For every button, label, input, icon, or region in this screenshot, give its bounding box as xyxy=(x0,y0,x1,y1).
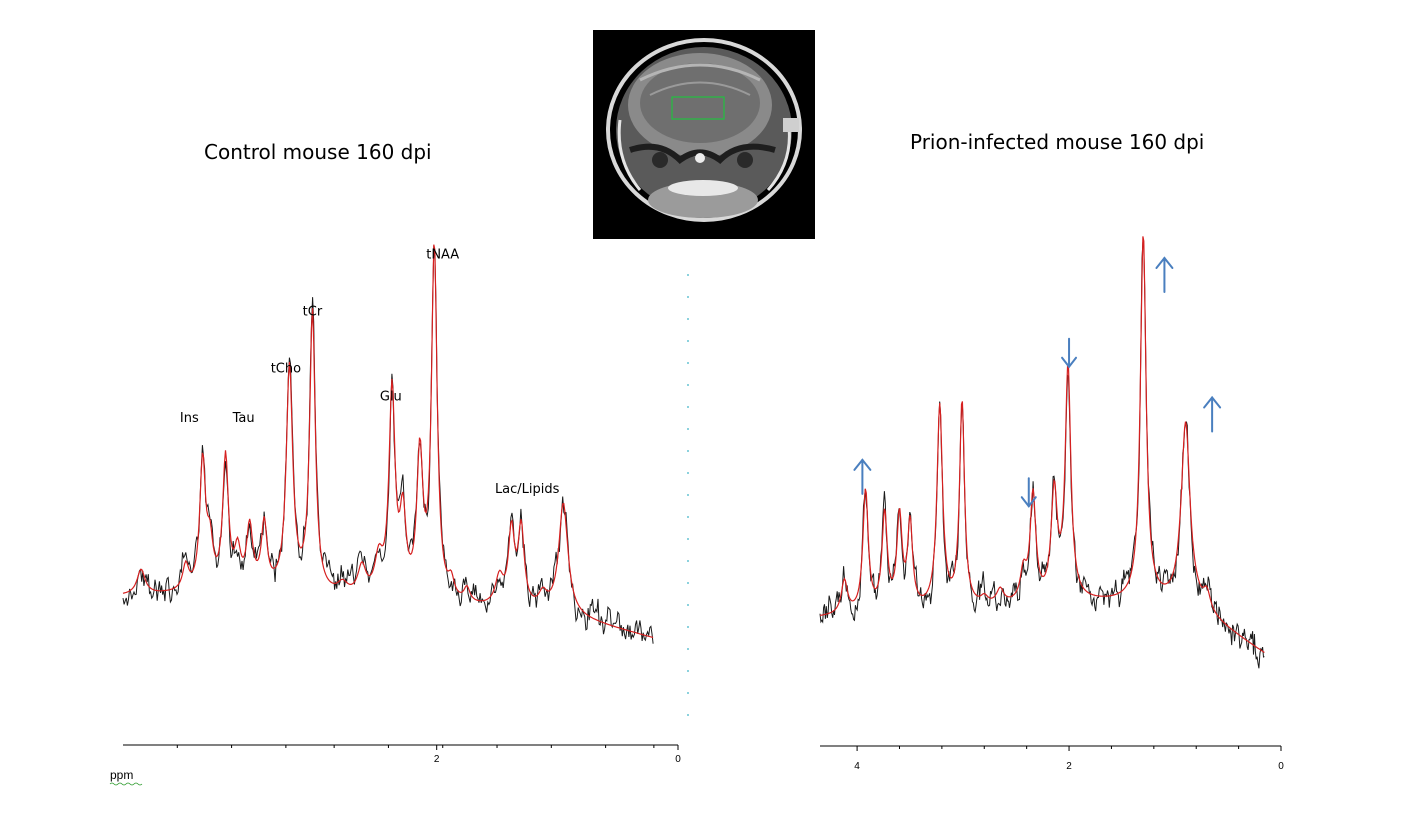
spellcheck-underline xyxy=(109,782,143,786)
tick-label: 0 xyxy=(1278,761,1284,772)
peak-label: Glu xyxy=(380,390,402,405)
tick-label: 2 xyxy=(1066,761,1072,772)
divider-dot xyxy=(687,362,689,364)
divider-dot xyxy=(687,714,689,716)
tick-label: 0 xyxy=(675,754,681,765)
prion-change-arrows xyxy=(853,256,1222,508)
prion-tick-marks xyxy=(856,746,1282,751)
divider-dot xyxy=(687,428,689,430)
control-x-axis-label: ppm xyxy=(110,768,133,782)
divider-dot xyxy=(687,560,689,562)
brain-mri-icon xyxy=(593,30,815,239)
voxel-roi-box xyxy=(671,96,725,120)
control-measured-spectrum xyxy=(122,246,654,644)
prion-tick-labels: 4 2 0 xyxy=(854,761,1284,772)
peak-label: Ins xyxy=(180,411,199,426)
panel-divider xyxy=(687,274,689,716)
prion-fitted-spectrum xyxy=(819,236,1265,653)
prion-chart-title: Prion-infected mouse 160 dpi xyxy=(910,130,1204,154)
divider-dot xyxy=(687,450,689,452)
peak-label: Tau xyxy=(232,411,255,426)
control-fitted-spectrum xyxy=(122,244,654,639)
prion-spectrum-chart: 4 2 0 xyxy=(819,236,1284,772)
arrow-up-icon xyxy=(1203,395,1222,433)
control-tick-marks xyxy=(176,745,679,750)
divider-dot xyxy=(687,692,689,694)
divider-dot xyxy=(687,472,689,474)
divider-dot xyxy=(687,670,689,672)
tick-label: 2 xyxy=(434,754,440,765)
divider-dot xyxy=(687,384,689,386)
divider-dot xyxy=(687,318,689,320)
divider-dot xyxy=(687,648,689,650)
tick-label: 4 xyxy=(854,761,860,772)
divider-dot xyxy=(687,340,689,342)
peak-label: tCr xyxy=(303,305,323,320)
arrow-down-icon xyxy=(1061,337,1078,369)
peak-label: tCho xyxy=(271,361,301,376)
divider-dot xyxy=(687,296,689,298)
prion-measured-spectrum xyxy=(819,242,1265,669)
peak-label: tNAA xyxy=(426,248,459,263)
divider-dot xyxy=(687,494,689,496)
control-chart-title: Control mouse 160 dpi xyxy=(204,140,432,164)
control-peak-labels: Ins Tau tCho tCr Glu tNAA Lac/Lipids xyxy=(180,248,560,497)
arrow-up-icon xyxy=(1155,256,1174,293)
divider-dot xyxy=(687,626,689,628)
peak-label: Lac/Lipids xyxy=(495,482,560,497)
arrow-down-icon xyxy=(1020,477,1037,508)
divider-dot xyxy=(687,582,689,584)
divider-dot xyxy=(687,406,689,408)
arrow-up-icon xyxy=(853,458,872,495)
divider-dot xyxy=(687,274,689,276)
divider-dot xyxy=(687,516,689,518)
divider-dot xyxy=(687,604,689,606)
divider-dot xyxy=(687,538,689,540)
